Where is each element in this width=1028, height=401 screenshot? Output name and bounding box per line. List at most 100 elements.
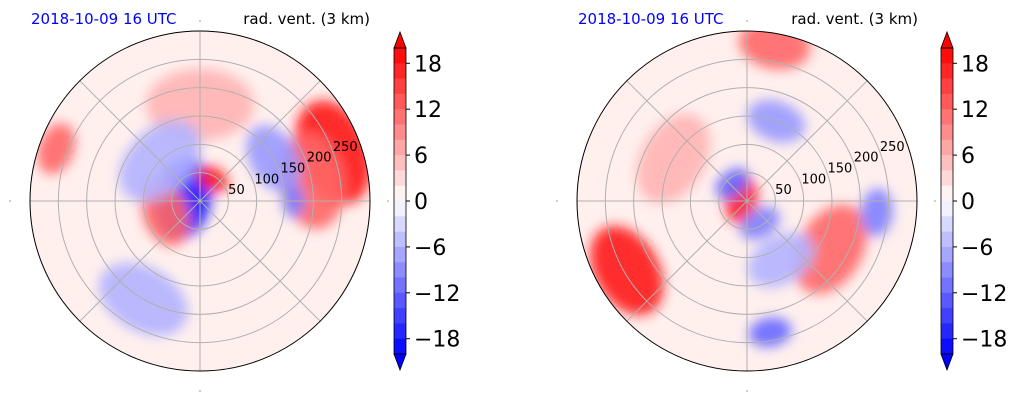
colorbar-segment-5 <box>941 109 953 125</box>
colorbar-segment-4 <box>941 93 953 110</box>
colorbar-segment-13 <box>941 231 953 248</box>
axis-dot <box>934 200 936 202</box>
polar-frame <box>29 30 371 372</box>
spoke-315 <box>199 200 321 322</box>
colorbar-segment-17 <box>941 292 953 309</box>
colorbar-segment-6 <box>941 124 953 141</box>
colorbar-tick-label--12: −12 <box>961 282 1007 307</box>
radial-tick-label-250: 250 <box>880 140 905 155</box>
colorbar-tick-label-6: 6 <box>414 144 428 169</box>
field-feature-6 <box>748 317 792 347</box>
colorbar-segment-16 <box>941 277 953 294</box>
colorbar-tick-label-18: 18 <box>414 52 442 77</box>
colorbar-segment-15 <box>941 262 953 278</box>
colorbar-segment-12 <box>394 216 406 233</box>
radial-tick-label-100: 100 <box>254 172 279 187</box>
colorbar-segment-11 <box>394 201 406 217</box>
field-feature-2 <box>197 166 229 192</box>
colorbar-segment-17 <box>394 292 406 309</box>
axis-dot <box>199 390 201 392</box>
colorbar-segment-16 <box>394 277 406 294</box>
colorbar-extend-max <box>393 30 407 49</box>
title-left: 2018-10-09 16 UTC <box>578 10 724 28</box>
field-feature-3 <box>739 206 780 240</box>
colorbar-segment-11 <box>941 201 953 217</box>
colorbar-segment-7 <box>941 139 953 156</box>
axis-dot <box>746 390 748 392</box>
colorbar-segment-13 <box>394 231 406 248</box>
axis-dot <box>9 200 11 202</box>
colorbar-extend-min <box>393 353 407 372</box>
colorbar-segment-10 <box>941 185 953 202</box>
colorbar-tick-label--6: −6 <box>414 236 446 261</box>
colorbar: 18 12 6 0 −6 −12 −18 <box>940 30 1007 372</box>
colorbar-segment-3 <box>941 78 953 95</box>
colorbar-segment-15 <box>394 262 406 278</box>
axis-dot <box>199 20 201 22</box>
colorbar-segment-8 <box>941 155 953 171</box>
colorbar-tick-label--12: −12 <box>414 282 460 307</box>
radial-tick-label-150: 150 <box>281 161 306 176</box>
colorbar-segment-9 <box>941 170 953 187</box>
colorbar-tick-label-0: 0 <box>961 190 975 215</box>
spoke-225 <box>626 200 748 322</box>
colorbar-segment-14 <box>941 246 953 263</box>
spoke-135 <box>79 80 201 202</box>
colorbar-segment-7 <box>394 139 406 156</box>
radial-tick-label-200: 200 <box>307 151 332 166</box>
field-feature-6 <box>37 123 76 175</box>
title-right: rad. vent. (3 km) <box>243 10 370 28</box>
radial-tick-label-150: 150 <box>828 161 853 176</box>
title-left: 2018-10-09 16 UTC <box>31 10 177 28</box>
colorbar-segment-19 <box>941 323 953 340</box>
radial-tick-label-250: 250 <box>333 140 358 155</box>
colorbar-extend-min <box>940 353 954 372</box>
colorbar-segment-14 <box>394 246 406 263</box>
axis-dot <box>746 20 748 22</box>
colorbar-tick-label-12: 12 <box>961 98 989 123</box>
colorbar-tick-label--18: −18 <box>414 328 460 353</box>
spoke-45 <box>199 80 321 202</box>
colorbar-segment-6 <box>394 124 406 141</box>
field-feature-4 <box>590 225 664 315</box>
radial-tick-label-200: 200 <box>854 151 879 166</box>
polar-frame <box>576 30 918 372</box>
colorbar-segment-1 <box>394 48 406 64</box>
colorbar-tick-label-18: 18 <box>961 52 989 77</box>
radial-tick-label-50: 50 <box>228 183 245 198</box>
colorbar-segment-19 <box>394 323 406 340</box>
colorbar-segment-9 <box>394 170 406 187</box>
colorbar-segment-20 <box>941 338 953 355</box>
colorbar-segment-8 <box>394 155 406 171</box>
colorbar-segment-2 <box>394 63 406 80</box>
spoke-45 <box>746 80 868 202</box>
axis-dot <box>556 200 558 202</box>
field-feature-11 <box>747 232 815 288</box>
colorbar-segment-20 <box>394 338 406 355</box>
spoke-135 <box>626 80 748 202</box>
colorbar-segment-2 <box>941 63 953 80</box>
title-right: rad. vent. (3 km) <box>791 10 918 28</box>
colorbar-segment-3 <box>394 78 406 95</box>
colorbar-tick-label-0: 0 <box>414 190 428 215</box>
field-feature-5 <box>793 204 868 294</box>
colorbar-tick-label--6: −6 <box>961 236 993 261</box>
field-feature-2 <box>715 167 750 200</box>
spoke-225 <box>79 200 201 322</box>
colorbar-extend-max <box>940 30 954 49</box>
colorbar-segment-5 <box>394 109 406 125</box>
radial-tick-label-100: 100 <box>801 172 826 187</box>
axis-dot <box>387 200 389 202</box>
colorbar-segment-1 <box>941 48 953 64</box>
radial-tick-label-50: 50 <box>775 183 792 198</box>
colorbar-segment-4 <box>394 93 406 110</box>
spoke-315 <box>746 200 868 322</box>
colorbar-segment-10 <box>394 185 406 202</box>
field-feature-7 <box>860 188 893 237</box>
colorbar: 18 12 6 0 −6 −12 −18 <box>393 30 460 372</box>
colorbar-tick-label-12: 12 <box>414 98 442 123</box>
